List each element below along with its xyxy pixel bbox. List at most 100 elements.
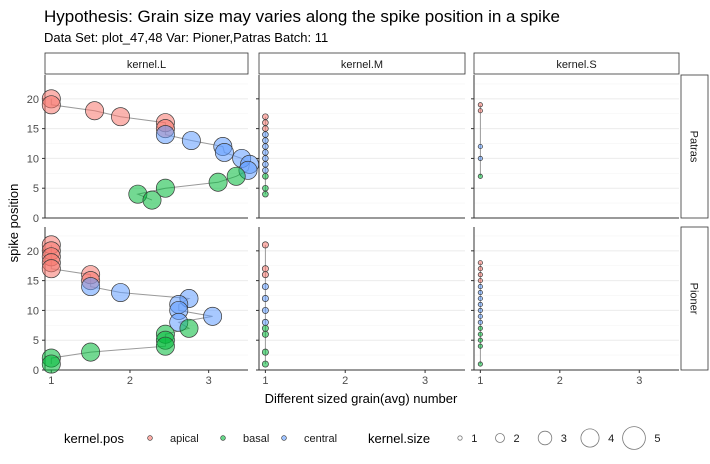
legend-size-label: 1 bbox=[471, 433, 477, 445]
data-point bbox=[262, 184, 269, 192]
data-point bbox=[262, 113, 269, 120]
data-point bbox=[477, 260, 483, 266]
data-point bbox=[477, 155, 483, 161]
data-point bbox=[81, 277, 101, 297]
data-point bbox=[262, 131, 269, 138]
legend-color-key bbox=[147, 435, 153, 441]
chart-subtitle: Data Set: plot_47,48 Var: Pioner,Patras … bbox=[44, 30, 328, 45]
data-point bbox=[262, 167, 269, 174]
legend-size-key bbox=[622, 426, 646, 450]
data-point bbox=[262, 137, 269, 144]
data-point bbox=[262, 155, 269, 162]
y-tick-label: 0 bbox=[33, 213, 39, 225]
legend-color-label: basal bbox=[243, 433, 269, 445]
data-point bbox=[477, 278, 483, 284]
legend-size-title: kernel.size bbox=[368, 431, 430, 446]
data-point bbox=[226, 166, 246, 186]
legend-size-label: 4 bbox=[608, 433, 614, 445]
x-tick-label: 2 bbox=[557, 375, 563, 387]
facet-panel bbox=[471, 75, 679, 219]
y-tick-label: 10 bbox=[27, 153, 39, 165]
row-strip-label: Patras bbox=[688, 131, 700, 163]
data-point bbox=[81, 342, 101, 362]
y-tick-label: 5 bbox=[33, 183, 39, 195]
row-strip bbox=[680, 74, 709, 219]
data-point bbox=[477, 307, 483, 313]
y-tick-label: 5 bbox=[33, 335, 39, 347]
x-tick-label: 1 bbox=[262, 375, 268, 387]
data-point bbox=[262, 143, 269, 150]
legend: kernel.pos kernel.size apical basal centra… bbox=[64, 426, 661, 450]
data-point bbox=[262, 190, 269, 198]
facet-panel: 0 5 10 15 20 1 2 3 bbox=[27, 227, 248, 387]
data-point bbox=[477, 325, 483, 331]
legend-color-key bbox=[220, 435, 226, 441]
row-strip-label: Pioner bbox=[688, 283, 700, 315]
x-axis-label: Different sized grain(avg) number bbox=[265, 391, 458, 406]
data-point bbox=[155, 125, 175, 145]
y-tick-label: 15 bbox=[27, 124, 39, 136]
column-strip bbox=[258, 52, 466, 75]
legend-size-label: 5 bbox=[654, 433, 660, 445]
legend-color-label: apical bbox=[170, 433, 199, 445]
data-point bbox=[261, 283, 269, 291]
data-point bbox=[262, 149, 269, 156]
data-point bbox=[203, 306, 223, 326]
column-strip-label: kernel.L bbox=[127, 59, 166, 71]
data-point bbox=[261, 241, 269, 249]
data-point bbox=[477, 173, 483, 179]
data-point bbox=[262, 173, 269, 180]
data-point bbox=[477, 272, 483, 278]
column-strip-label: kernel.S bbox=[556, 59, 596, 71]
column-strip-label: kernel.M bbox=[341, 59, 383, 71]
data-point bbox=[477, 313, 483, 319]
data-point bbox=[261, 318, 269, 326]
data-point bbox=[181, 131, 201, 150]
x-tick-label: 2 bbox=[342, 375, 348, 387]
data-point bbox=[262, 161, 269, 168]
legend-size-label: 2 bbox=[514, 433, 520, 445]
y-tick-label: 20 bbox=[27, 246, 39, 258]
y-tick-label: 0 bbox=[33, 365, 39, 377]
data-point bbox=[155, 178, 175, 198]
legend-color-key bbox=[281, 435, 287, 441]
data-point bbox=[179, 318, 199, 338]
y-tick-label: 10 bbox=[27, 305, 39, 317]
data-point bbox=[477, 289, 483, 296]
legend-size-key bbox=[495, 433, 505, 443]
data-point bbox=[261, 265, 269, 273]
facet-panel bbox=[256, 75, 465, 219]
data-point bbox=[477, 102, 483, 108]
x-tick-label: 3 bbox=[422, 375, 428, 387]
data-point bbox=[214, 143, 234, 162]
x-tick-label: 3 bbox=[206, 375, 212, 387]
data-point bbox=[477, 143, 483, 150]
data-point bbox=[85, 101, 105, 121]
legend-color-title: kernel.pos bbox=[64, 431, 124, 446]
facet-panel: 0 5 10 15 20 bbox=[27, 75, 260, 225]
data-point bbox=[111, 283, 130, 302]
column-strip bbox=[473, 52, 680, 75]
data-point bbox=[261, 360, 269, 368]
chart-title: Hypothesis: Grain size may varies along … bbox=[44, 7, 560, 26]
data-point bbox=[477, 266, 483, 272]
y-tick-label: 15 bbox=[27, 276, 39, 288]
data-point bbox=[261, 306, 269, 314]
data-point bbox=[208, 172, 228, 192]
column-strip bbox=[44, 52, 249, 75]
row-strip bbox=[680, 226, 709, 371]
data-point bbox=[477, 284, 483, 290]
data-point bbox=[477, 108, 483, 114]
legend-size-label: 3 bbox=[561, 433, 567, 445]
legend-size-key bbox=[580, 428, 600, 448]
data-point bbox=[477, 361, 483, 367]
data-point bbox=[261, 330, 269, 338]
data-point bbox=[477, 331, 483, 337]
y-axis-label: spike position bbox=[6, 184, 21, 263]
data-point bbox=[261, 348, 269, 356]
facet-panel: 1 2 3 bbox=[256, 227, 465, 387]
data-point bbox=[261, 324, 269, 332]
legend-size-key bbox=[457, 435, 463, 441]
data-point bbox=[41, 354, 61, 374]
